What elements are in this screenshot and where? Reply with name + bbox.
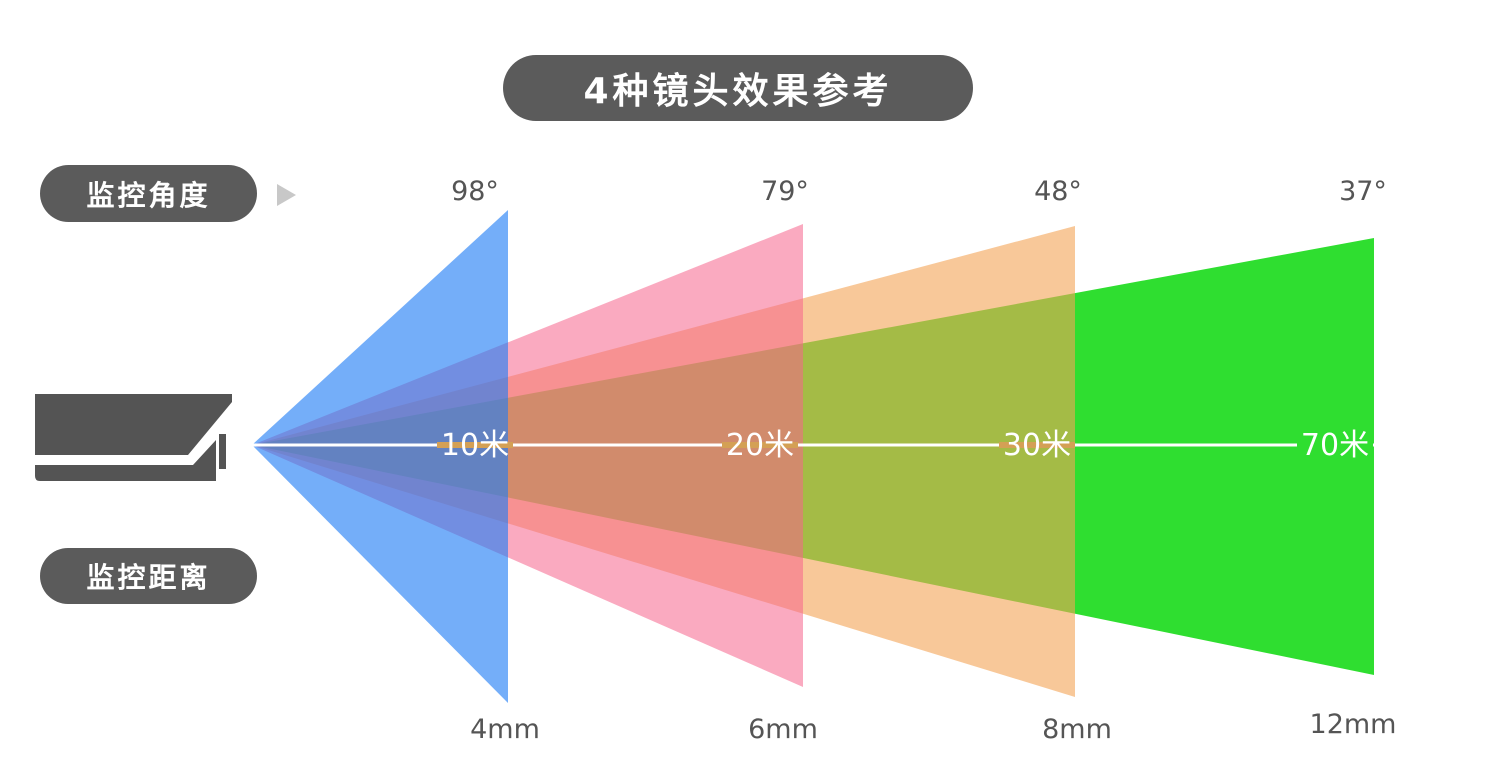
distance-value: 10米 — [441, 428, 509, 463]
beam-4mm — [252, 210, 508, 703]
distance-value: 30米 — [1003, 428, 1071, 463]
beam-6mm — [252, 224, 803, 687]
triangle-right-icon — [277, 184, 296, 206]
angle-value: 79° — [761, 176, 809, 207]
angle-value: 98° — [451, 176, 499, 207]
distance-label: 监控距离 — [40, 548, 257, 604]
page-title: 4种镜头效果参考 — [503, 55, 973, 121]
distance-value: 20米 — [726, 428, 794, 463]
axis-gap — [1297, 442, 1373, 448]
axis-gap — [722, 442, 798, 448]
focal-length-value: 4mm — [470, 714, 540, 745]
angle-value: 48° — [1034, 176, 1082, 207]
focal-length-value: 12mm — [1310, 709, 1397, 740]
focal-length-value: 8mm — [1042, 714, 1112, 745]
axis-gap — [999, 442, 1075, 448]
distance-value: 70米 — [1301, 428, 1369, 463]
security-camera-icon — [35, 394, 232, 481]
axis-gap — [437, 442, 513, 448]
angle-value: 37° — [1339, 176, 1387, 207]
focal-length-value: 6mm — [748, 714, 818, 745]
angle-label: 监控角度 — [40, 165, 257, 222]
